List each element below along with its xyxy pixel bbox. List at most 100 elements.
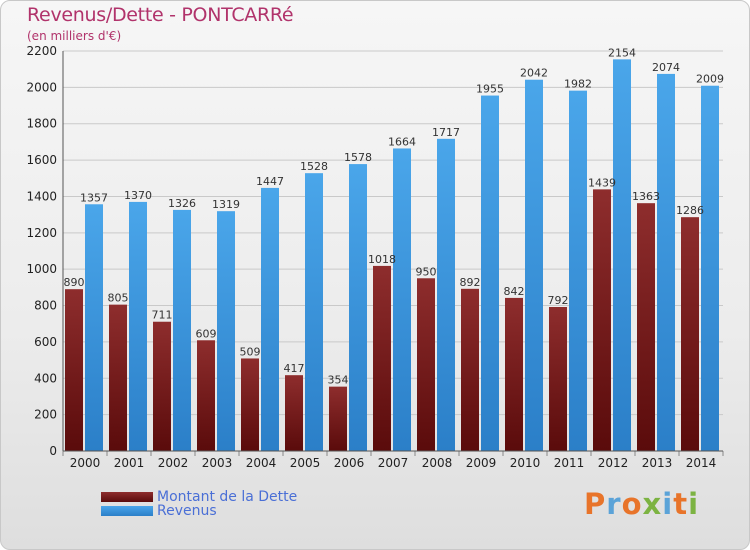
legend-item-revenus: Revenus	[101, 503, 217, 519]
data-label-revenus: 2154	[608, 46, 636, 59]
bar-dette	[505, 297, 523, 451]
bar-revenus	[305, 173, 323, 451]
logo-letter: t	[673, 487, 689, 521]
bar-dette	[373, 265, 391, 451]
x-tick-label: 2007	[378, 456, 409, 470]
legend-label-dette: Montant de la Dette	[157, 489, 298, 505]
logo-letter: i	[662, 487, 674, 521]
legend-swatch-dette	[101, 492, 153, 502]
bar-revenus	[701, 85, 719, 452]
data-label-dette: 417	[284, 362, 305, 375]
x-tick-label: 2000	[70, 456, 101, 470]
bar-revenus	[525, 79, 543, 452]
legend-label-revenus: Revenus	[157, 503, 217, 519]
bar-revenus	[261, 187, 279, 451]
data-label-dette: 609	[196, 327, 217, 340]
x-tick-label: 2004	[246, 456, 277, 470]
data-label-revenus: 1326	[168, 197, 196, 210]
data-label-revenus: 1982	[564, 78, 592, 91]
x-tick-label: 2002	[158, 456, 189, 470]
data-label-revenus: 2042	[520, 67, 548, 80]
bar-dette	[593, 189, 611, 451]
data-label-revenus: 1528	[300, 160, 328, 173]
bar-dette	[153, 321, 171, 451]
x-tick-label: 2006	[334, 456, 365, 470]
axis-layer: 0 200 400 600 800 1000 1200 1400 1600 1800 2000 220…	[26, 44, 724, 470]
data-label-dette: 805	[108, 292, 129, 305]
y-tick-label: 2000	[26, 80, 57, 94]
logo-letter: x	[642, 487, 663, 521]
bar-revenus	[569, 90, 587, 452]
bars-layer	[65, 59, 719, 452]
y-tick-label: 600	[34, 335, 57, 349]
y-tick-label: 1600	[26, 153, 57, 167]
x-tick-label: 2009	[466, 456, 497, 470]
legend-swatch-revenus	[101, 506, 153, 516]
bar-dette	[681, 217, 699, 451]
data-label-dette: 711	[152, 309, 173, 322]
data-label-revenus: 1447	[256, 175, 284, 188]
proxiti-logo: Proxiti	[584, 487, 699, 521]
bar-dette	[637, 203, 655, 451]
y-tick-label: 400	[34, 371, 57, 385]
x-tick-label: 2012	[598, 456, 629, 470]
bar-revenus	[349, 164, 367, 451]
data-label-revenus: 1357	[80, 191, 108, 204]
legend-item-dette: Montant de la Dette	[101, 489, 297, 505]
data-label-revenus: 1955	[476, 83, 504, 96]
y-tick-label: 2200	[26, 44, 57, 58]
bar-dette	[109, 304, 127, 451]
data-label-dette: 1363	[632, 190, 660, 203]
bar-dette	[197, 340, 215, 451]
data-label-revenus: 2009	[696, 73, 724, 86]
bar-revenus	[85, 204, 103, 451]
bar-dette	[329, 386, 347, 451]
data-label-dette: 792	[548, 294, 569, 307]
bar-dette	[417, 278, 435, 451]
y-tick-label: 200	[34, 408, 57, 422]
logo-letter: P	[584, 487, 607, 521]
x-tick-label: 2010	[510, 456, 541, 470]
data-label-revenus: 1319	[212, 198, 240, 211]
chart-subtitle: (en milliers d'€)	[27, 29, 122, 43]
labels-layer: 890 1357 805 1370 711 1326 609 1319 509 1447 417 15…	[64, 46, 725, 386]
x-tick-label: 2005	[290, 456, 321, 470]
bar-revenus	[173, 209, 191, 451]
bar-revenus	[129, 201, 147, 451]
data-label-revenus: 1664	[388, 135, 416, 148]
x-tick-label: 2003	[202, 456, 233, 470]
x-tick-label: 2001	[114, 456, 145, 470]
data-label-revenus: 1717	[432, 126, 460, 139]
bar-dette	[241, 358, 259, 451]
bar-revenus	[217, 211, 235, 451]
data-label-revenus: 1578	[344, 151, 372, 164]
logo-letter: r	[606, 487, 622, 521]
bar-chart: 890 1357 805 1370 711 1326 609 1319 509 1447 417 15…	[26, 44, 725, 470]
bar-dette	[285, 375, 303, 451]
bar-dette	[549, 307, 567, 451]
data-label-dette: 509	[240, 345, 261, 358]
y-tick-label: 1000	[26, 262, 57, 276]
data-label-dette: 892	[460, 276, 481, 289]
y-tick-label: 1400	[26, 189, 57, 203]
bar-revenus	[437, 138, 455, 451]
data-label-dette: 890	[64, 276, 85, 289]
x-tick-label: 2008	[422, 456, 453, 470]
logo-letter: o	[621, 487, 643, 521]
y-tick-label: 1800	[26, 117, 57, 131]
bar-revenus	[393, 148, 411, 452]
bar-revenus	[613, 59, 631, 451]
data-label-dette: 950	[416, 265, 437, 278]
data-label-revenus: 2074	[652, 61, 680, 74]
x-tick-label: 2013	[642, 456, 673, 470]
chart-title: Revenus/Dette - PONTCARRé	[27, 4, 294, 26]
data-label-dette: 1286	[676, 204, 704, 217]
bar-revenus	[657, 73, 675, 451]
bar-dette	[65, 289, 83, 451]
y-tick-label: 0	[49, 444, 57, 458]
data-label-revenus: 1370	[124, 189, 152, 202]
x-tick-label: 2014	[686, 456, 717, 470]
data-label-dette: 842	[504, 285, 525, 298]
y-tick-label: 1200	[26, 226, 57, 240]
x-tick-label: 2011	[554, 456, 585, 470]
